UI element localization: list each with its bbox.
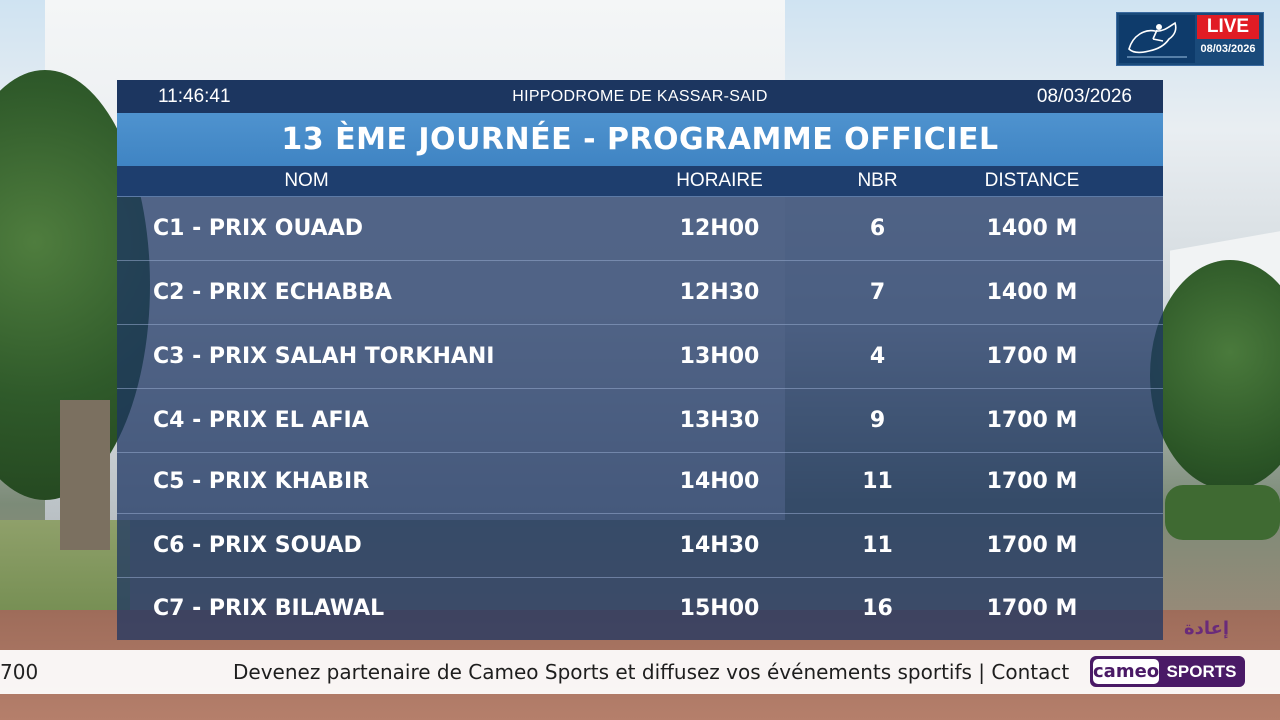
- info-bar: HIPPODROME DE KASSAR-SAID 11:46:41 08/03…: [117, 80, 1163, 113]
- race-time: 15H00: [679, 596, 760, 621]
- clock-time: 11:46:41: [158, 86, 231, 107]
- column-header-distance: DISTANCE: [984, 170, 1080, 191]
- race-runners: 11: [862, 469, 893, 494]
- table-header: NOM HORAIRE NBR DISTANCE: [117, 166, 1163, 197]
- cameo-logo-sports: SPORTS: [1166, 662, 1237, 681]
- race-name: C3 - PRIX SALAH TORKHANI: [153, 344, 495, 369]
- race-name: C6 - PRIX SOUAD: [153, 533, 362, 558]
- background-tree-trunk: [60, 400, 110, 550]
- horse-rider-emblem-icon: [1119, 15, 1195, 63]
- ticker-text: Devenez partenaire de Cameo Sports et di…: [233, 660, 1076, 684]
- replay-label: إعادة: [1184, 618, 1230, 639]
- race-runners: 6: [869, 216, 886, 241]
- table-row: C4 - PRIX EL AFIA 13H30 9 1700 M: [117, 389, 1163, 453]
- header-date: 08/03/2026: [1036, 86, 1132, 107]
- background-hedge: [1165, 485, 1280, 540]
- race-name: C7 - PRIX BILAWAL: [153, 596, 385, 621]
- table-row: C6 - PRIX SOUAD 14H30 11 1700 M: [117, 514, 1163, 578]
- race-time: 12H30: [679, 280, 760, 305]
- table-row: C2 - PRIX ECHABBA 12H30 7 1400 M: [117, 261, 1163, 325]
- program-panel: HIPPODROME DE KASSAR-SAID 11:46:41 08/03…: [117, 80, 1163, 640]
- race-name: C4 - PRIX EL AFIA: [153, 408, 369, 433]
- race-distance: 1400 M: [986, 216, 1078, 241]
- race-time: 13H00: [679, 344, 760, 369]
- race-name: C5 - PRIX KHABIR: [153, 469, 370, 494]
- race-time: 14H30: [679, 533, 760, 558]
- background-tree-right: [1150, 260, 1280, 490]
- race-distance: 1700 M: [986, 469, 1078, 494]
- race-time: 13H30: [679, 408, 760, 433]
- race-time: 14H00: [679, 469, 760, 494]
- race-distance: 1700 M: [986, 408, 1078, 433]
- ticker-left-fragment: 700: [0, 660, 39, 684]
- race-runners: 11: [862, 533, 893, 558]
- race-name: C2 - PRIX ECHABBA: [153, 280, 392, 305]
- news-ticker: 700 Devenez partenaire de Cameo Sports e…: [0, 650, 1280, 694]
- race-distance: 1700 M: [986, 596, 1078, 621]
- table-row: C1 - PRIX OUAAD 12H00 6 1400 M: [117, 197, 1163, 261]
- race-table-body: C1 - PRIX OUAAD 12H00 6 1400 M C2 - PRIX…: [117, 197, 1163, 640]
- race-runners: 9: [869, 408, 886, 433]
- live-date: 08/03/2026: [1200, 43, 1256, 55]
- table-row: C5 - PRIX KHABIR 14H00 11 1700 M: [117, 450, 1163, 514]
- race-runners: 4: [869, 344, 886, 369]
- race-distance: 1400 M: [986, 280, 1078, 305]
- column-header-nbr: NBR: [857, 170, 898, 191]
- cameo-sports-logo: cameo SPORTS: [1090, 656, 1245, 687]
- live-label: LIVE: [1197, 15, 1259, 39]
- race-runners: 16: [862, 596, 893, 621]
- race-name: C1 - PRIX OUAAD: [153, 216, 363, 241]
- table-row: C7 - PRIX BILAWAL 15H00 16 1700 M: [117, 577, 1163, 640]
- table-row: C3 - PRIX SALAH TORKHANI 13H00 4 1700 M: [117, 325, 1163, 389]
- column-header-horaire: HORAIRE: [676, 170, 763, 191]
- race-runners: 7: [869, 280, 886, 305]
- live-badge: LIVE 08/03/2026: [1116, 12, 1264, 66]
- venue-name: HIPPODROME DE KASSAR-SAID: [512, 88, 768, 105]
- race-distance: 1700 M: [986, 344, 1078, 369]
- program-title: 13 ÈME JOURNÉE - PROGRAMME OFFICIEL: [117, 113, 1163, 166]
- race-distance: 1700 M: [986, 533, 1078, 558]
- column-header-nom: NOM: [284, 170, 329, 191]
- race-time: 12H00: [679, 216, 760, 241]
- cameo-logo-word: cameo: [1093, 659, 1160, 684]
